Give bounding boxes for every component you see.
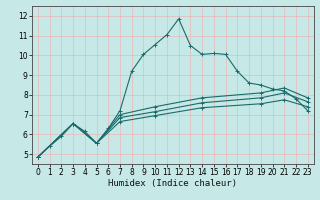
X-axis label: Humidex (Indice chaleur): Humidex (Indice chaleur) [108,179,237,188]
